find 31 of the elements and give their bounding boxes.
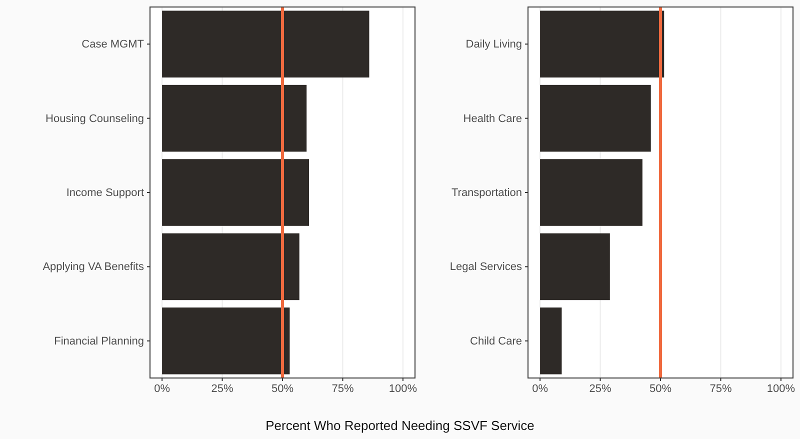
y-tick-label: Health Care [463,112,522,125]
bar [162,308,290,374]
bar [540,10,664,78]
y-tick-label: Transportation [451,187,522,200]
x-tick-label: 25% [211,382,234,395]
bar [162,159,309,226]
x-axis-title: Percent Who Reported Needing SSVF Service [266,418,534,433]
y-tick-label: Child Care [470,335,522,348]
y-tick-label: Case MGMT [82,38,144,51]
y-tick-label: Applying VA Benefits [42,261,144,274]
y-tick-label: Daily Living [466,38,522,51]
y-tick-label: Legal Services [450,261,522,274]
x-tick-label: 100% [388,382,418,395]
bar [540,159,642,226]
x-tick-label: 0% [154,382,170,395]
bar [540,84,651,152]
y-tick-label: Financial Planning [54,335,144,348]
bar [162,84,307,152]
y-tick-label: Housing Counseling [46,112,144,125]
y-tick-label: Income Support [66,187,144,200]
bar [540,233,610,300]
bar [162,233,300,300]
x-tick-label: 25% [589,382,612,395]
x-tick-label: 0% [532,382,548,395]
x-tick-label: 75% [710,382,732,395]
bar [162,10,370,78]
x-tick-label: 50% [649,382,672,395]
x-tick-label: 50% [271,382,294,395]
x-tick-label: 100% [766,382,796,395]
x-tick-label: 75% [332,382,354,395]
bar [540,308,562,374]
